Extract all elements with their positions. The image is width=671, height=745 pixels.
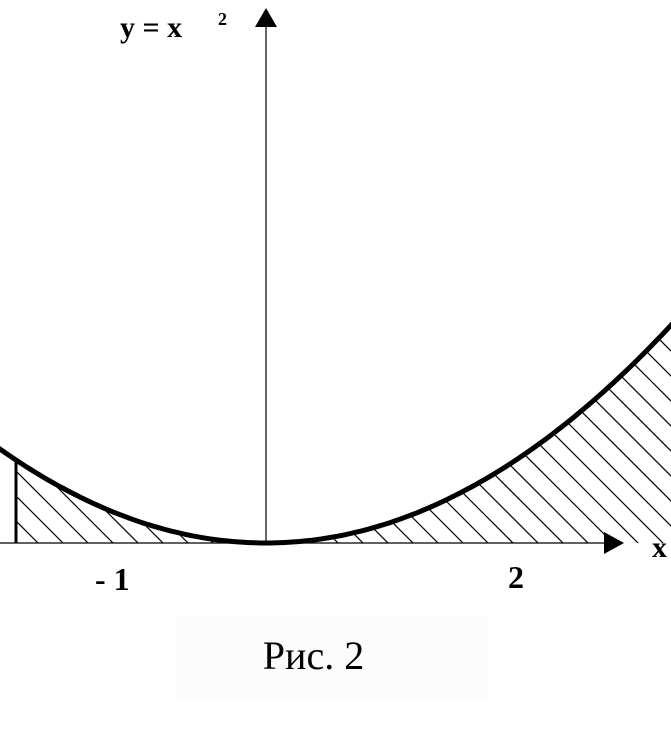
hatch-line (16, 211, 381, 543)
hatch-line (16, 211, 81, 543)
y-axis-arrow (255, 8, 277, 27)
hatch-line (16, 211, 331, 543)
hatch-line (549, 211, 671, 543)
hatch-line (599, 211, 671, 543)
figure-caption: Рис. 2 (262, 633, 365, 678)
x-axis-arrow (604, 532, 624, 554)
hatch-line (199, 211, 581, 543)
hatch-line (649, 211, 671, 543)
hatch-line (16, 211, 281, 543)
hatch-line (16, 211, 131, 543)
hatch-line (16, 211, 356, 543)
hatch-line (16, 211, 106, 543)
hatch-line (74, 211, 456, 543)
hatch-line (99, 211, 481, 543)
function-exponent: 2 (218, 9, 227, 29)
hatch-line (274, 211, 656, 543)
hatch-line (149, 211, 531, 543)
parabola-curve (0, 321, 671, 546)
hatch-line (0, 180, 5, 560)
hatch-line (16, 211, 56, 543)
hatch-line (16, 211, 256, 543)
right-bound-label: 2 (508, 559, 524, 595)
hatch-line (224, 211, 606, 543)
shaded-region (0, 180, 671, 560)
caption-background (176, 617, 488, 699)
x-axis-label: x (652, 531, 667, 564)
hatch-line (124, 211, 506, 543)
hatch-line (299, 211, 671, 543)
hatch-line (24, 211, 406, 543)
left-bound-label: - 1 (95, 561, 130, 597)
hatch-line (16, 211, 206, 543)
function-label: y = x (120, 11, 182, 44)
hatch-line (499, 211, 671, 543)
hatch-line (174, 211, 556, 543)
hatch-line (449, 211, 671, 543)
hatch-line (16, 211, 306, 543)
hatch-line (49, 211, 431, 543)
hatch-line (16, 211, 231, 543)
